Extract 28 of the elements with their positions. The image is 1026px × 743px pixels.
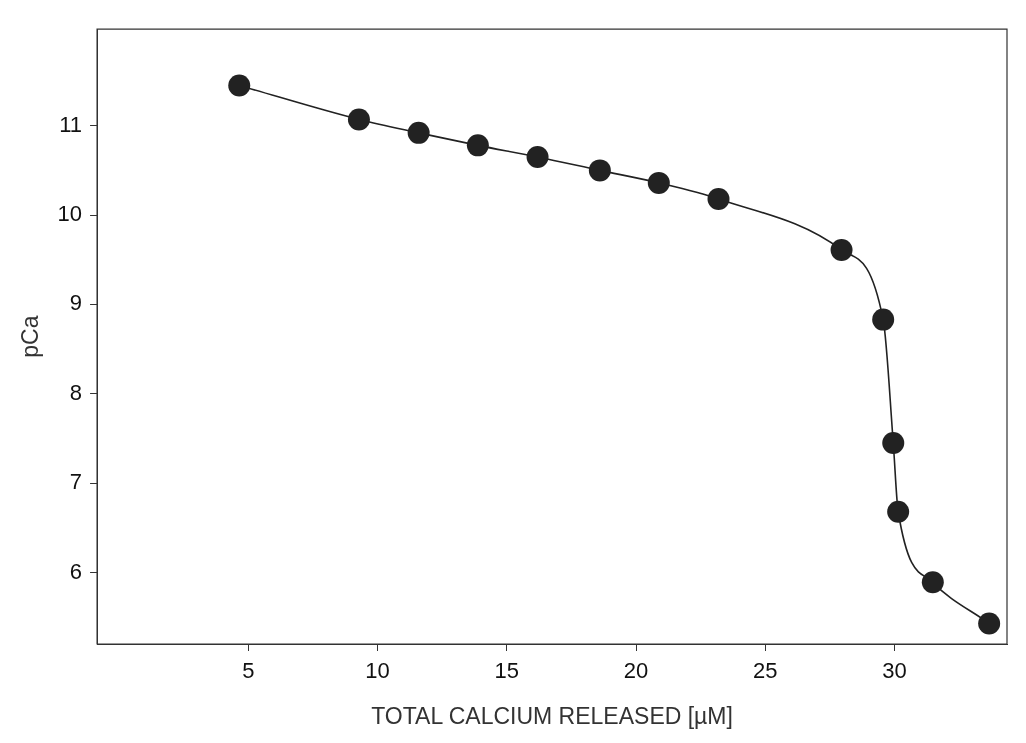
point bbox=[466, 134, 489, 157]
x-axis-title: TOTAL CALCIUM RELEASED [µM] bbox=[371, 702, 733, 729]
point bbox=[830, 238, 853, 261]
point bbox=[887, 500, 910, 523]
x-tick-label: 20 bbox=[623, 658, 649, 684]
y-tick-label: 6 bbox=[69, 558, 83, 584]
point bbox=[978, 612, 1001, 635]
x-tick-label: 5 bbox=[242, 658, 255, 684]
point bbox=[882, 431, 905, 454]
x-tick-label: 15 bbox=[494, 658, 520, 684]
x-tick-label: 30 bbox=[882, 658, 907, 684]
y-tick-label: 11 bbox=[59, 111, 83, 137]
point bbox=[526, 145, 549, 168]
point bbox=[347, 108, 370, 131]
y-tick-label: 9 bbox=[69, 290, 83, 316]
x-tick-label: 25 bbox=[753, 658, 778, 684]
point bbox=[707, 187, 730, 210]
y-tick-label: 7 bbox=[69, 469, 83, 495]
y-tick-label: 8 bbox=[69, 379, 83, 405]
y-axis-title: pCa bbox=[17, 315, 44, 358]
point bbox=[647, 171, 670, 194]
point bbox=[872, 308, 895, 331]
point bbox=[588, 159, 611, 182]
point bbox=[407, 121, 430, 144]
x-tick-label: 10 bbox=[365, 658, 390, 684]
point bbox=[921, 571, 944, 594]
y-tick-label: 10 bbox=[57, 201, 83, 227]
point bbox=[228, 74, 251, 97]
